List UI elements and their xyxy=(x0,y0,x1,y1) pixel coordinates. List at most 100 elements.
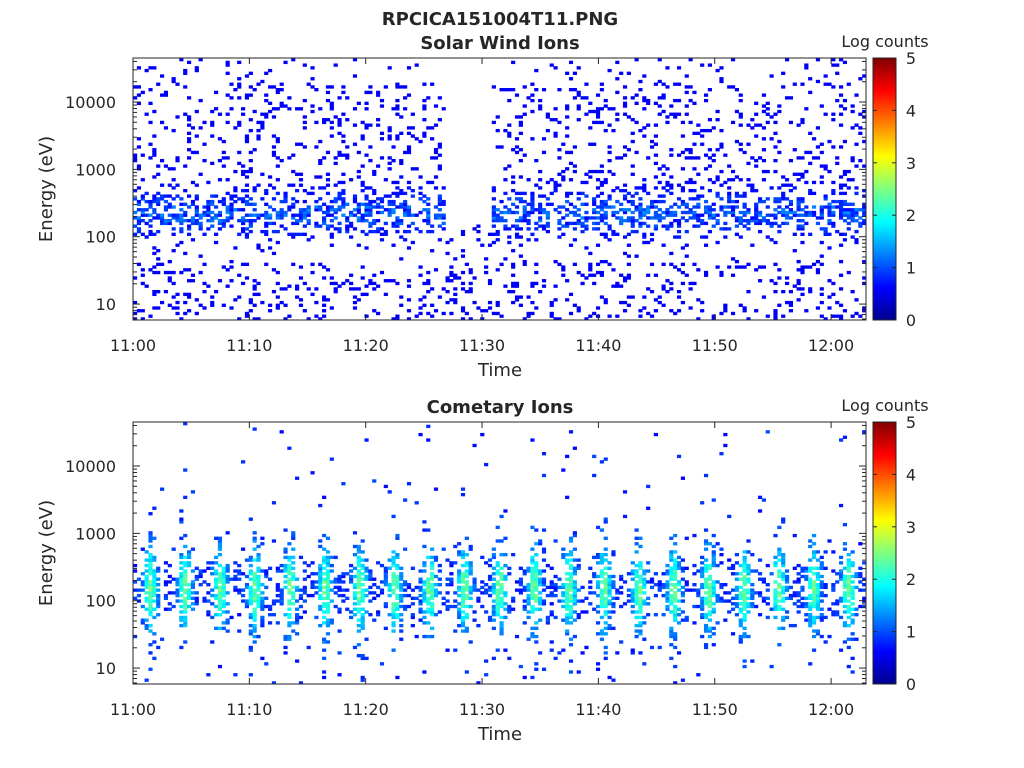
spectrogram-cell xyxy=(715,265,720,269)
spectrogram-cell xyxy=(630,591,635,595)
spectrogram-cell xyxy=(576,191,581,196)
spectrogram-cell xyxy=(692,142,697,146)
spectrogram-cell xyxy=(592,607,597,611)
spectrogram-cell xyxy=(333,156,338,160)
spectrogram-cell xyxy=(657,167,662,171)
spectrogram-cell xyxy=(684,536,689,540)
spectrogram-cell xyxy=(538,599,543,603)
spectrogram-cell xyxy=(495,580,500,584)
spectrogram-cell xyxy=(665,183,670,187)
spectrogram-cell xyxy=(464,615,469,620)
spectrogram-cell xyxy=(538,205,543,209)
spectrogram-cell xyxy=(788,189,793,193)
spectrogram-cell xyxy=(445,276,450,280)
spectrogram-cell xyxy=(511,189,516,193)
spectrogram-cell xyxy=(615,156,620,160)
spectrogram-cell xyxy=(819,591,824,595)
spectrogram-cell xyxy=(403,238,408,242)
spectrogram-cell xyxy=(850,591,855,595)
spectrogram-cell xyxy=(160,93,165,97)
spectrogram-cell xyxy=(557,156,562,160)
spectrogram-cell xyxy=(460,555,466,560)
spectrogram-cell xyxy=(437,194,442,198)
spectrogram-cell xyxy=(707,574,712,579)
spectrogram-cell xyxy=(148,88,153,92)
spectrogram-cell xyxy=(846,561,851,565)
spectrogram-cell xyxy=(630,593,635,598)
spectrogram-cell xyxy=(322,591,327,595)
spectrogram-cell xyxy=(541,547,547,551)
spectrogram-cell xyxy=(426,585,431,590)
spectrogram-cell xyxy=(757,279,763,283)
spectrogram-cell xyxy=(723,180,728,185)
spectrogram-cell xyxy=(414,501,419,505)
spectrogram-cell xyxy=(607,588,612,592)
spectrogram-cell xyxy=(649,202,655,206)
spectrogram-cell xyxy=(746,572,751,576)
spectrogram-cell xyxy=(688,148,693,152)
spectrogram-cell xyxy=(171,216,176,220)
spectrogram-cell xyxy=(430,596,435,600)
spectrogram-cell xyxy=(700,596,705,600)
spectrogram-cell xyxy=(244,189,250,193)
spectrogram-cell xyxy=(572,262,577,267)
spectrogram-cell xyxy=(773,197,778,201)
spectrogram-cell xyxy=(649,238,655,242)
spectrogram-cell xyxy=(638,221,643,226)
spectrogram-cell xyxy=(603,656,608,661)
spectrogram-cell xyxy=(329,232,334,236)
spectrogram-cell xyxy=(341,580,346,584)
spectrogram-cell xyxy=(248,588,253,592)
spectrogram-cell xyxy=(356,544,361,549)
spectrogram-cell xyxy=(329,107,334,111)
spectrogram-cell xyxy=(279,596,284,600)
spectrogram-cell xyxy=(511,273,516,277)
spectrogram-cell xyxy=(518,588,523,592)
spectrogram-cell xyxy=(430,610,435,614)
spectrogram-cell xyxy=(842,580,848,584)
spectrogram-cell xyxy=(703,547,709,551)
spectrogram-cell xyxy=(761,137,766,141)
spectrogram-cell xyxy=(707,585,712,590)
spectrogram-cell xyxy=(430,634,435,639)
spectrogram-cell xyxy=(522,112,527,116)
spectrogram-cell xyxy=(503,205,508,209)
spectrogram-cell xyxy=(746,262,751,267)
spectrogram-cell xyxy=(796,610,801,614)
spectrogram-cell xyxy=(781,289,786,294)
spectrogram-cell xyxy=(383,569,388,573)
spectrogram-cell xyxy=(599,295,604,299)
spectrogram-cell xyxy=(827,221,832,226)
spectrogram-cell xyxy=(754,101,759,105)
spectrogram-cell xyxy=(325,98,331,103)
spectrogram-cell xyxy=(657,583,662,587)
spectrogram-cell xyxy=(295,232,300,236)
spectrogram-cell xyxy=(171,547,176,551)
spectrogram-cell xyxy=(831,314,836,318)
spectrogram-cell xyxy=(607,623,612,628)
spectrogram-cell xyxy=(167,591,172,595)
spectrogram-cell xyxy=(302,115,307,119)
spectrogram-cell xyxy=(360,265,365,269)
spectrogram-cell xyxy=(754,202,759,206)
spectrogram-cell xyxy=(757,199,763,204)
spectrogram-cell xyxy=(395,219,400,223)
spectrogram-cell xyxy=(757,213,763,217)
spectrogram-cell xyxy=(522,199,527,204)
spectrogram-cell xyxy=(715,580,720,584)
spectrogram-cell xyxy=(850,216,855,220)
spectrogram-cell xyxy=(580,224,585,228)
spectrogram-cell xyxy=(383,604,388,609)
spectrogram-cell xyxy=(190,180,196,185)
spectrogram-cell xyxy=(437,208,442,212)
spectrogram-cell xyxy=(819,574,824,579)
spectrogram-cell xyxy=(811,588,817,592)
spectrogram-cell xyxy=(372,205,377,209)
spectrogram-cell xyxy=(692,604,697,609)
spectrogram-cell xyxy=(545,112,550,116)
spectrogram-cell xyxy=(476,681,481,684)
spectrogram-cell xyxy=(453,561,458,565)
spectrogram-cell xyxy=(511,262,516,267)
spectrogram-cell xyxy=(487,279,493,283)
spectrogram-cell xyxy=(788,210,793,215)
